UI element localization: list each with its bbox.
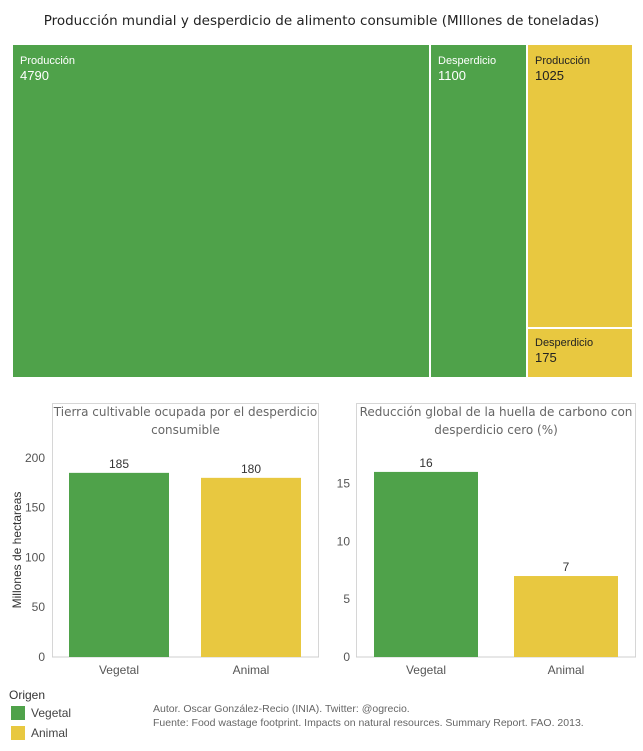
bar-value-label: 180: [241, 462, 261, 476]
tile-label: Desperdicio: [535, 337, 594, 349]
legend-item-animal: Animal: [11, 726, 68, 740]
x-tick-label: Vegetal: [406, 663, 446, 677]
bar-value-label: 16: [419, 456, 433, 470]
y-tick-label: 0: [38, 650, 45, 664]
legend-label: Vegetal: [31, 706, 72, 720]
tile-animal-desperdicio: Desperdicio 175: [528, 329, 632, 377]
legend-swatch-animal: [11, 726, 25, 740]
carbon-chart-title: Reducción global de la huella de carbono…: [359, 405, 633, 437]
tile-label: Producción: [20, 55, 76, 67]
land-chart-title: Tierra cultivable ocupada por el desperd…: [53, 405, 318, 437]
y-axis-label: Millones de hectareas: [10, 492, 24, 609]
bar-vegetal: [69, 472, 169, 657]
bar-value-label: 7: [563, 560, 570, 574]
tile-value: 1025: [535, 68, 564, 83]
tile-value: 4790: [20, 68, 49, 83]
tile-label: Desperdicio: [438, 55, 497, 67]
bar-value-label: 185: [109, 457, 129, 471]
y-tick-label: 0: [343, 650, 350, 664]
bar-vegetal: [374, 471, 478, 657]
x-tick-label: Animal: [233, 663, 270, 677]
main-title: Producción mundial y desperdicio de alim…: [43, 13, 600, 29]
y-tick-label: 5: [343, 592, 350, 606]
x-tick-label: Vegetal: [99, 663, 139, 677]
tile-value: 1100: [438, 68, 466, 83]
x-tick-label: Animal: [548, 663, 585, 677]
y-tick-label: 150: [25, 501, 45, 515]
y-tick-label: 15: [337, 476, 351, 490]
credits-author: Autor. Oscar González-Recio (INIA). Twit…: [153, 703, 410, 715]
bar-animal: [201, 477, 301, 657]
y-tick-label: 100: [25, 550, 45, 564]
tile-vegetal-produccion: Producción 4790: [13, 45, 429, 377]
legend-label: Animal: [31, 726, 68, 740]
carbon-panel-frame: [356, 403, 636, 657]
treemap: Producción 4790 Desperdicio 1100 Producc…: [13, 45, 632, 377]
tile-vegetal-desperdicio: Desperdicio 1100: [431, 45, 526, 377]
legend-item-vegetal: Vegetal: [11, 706, 71, 720]
credits: Autor. Oscar González-Recio (INIA). Twit…: [153, 702, 584, 730]
legend-title: Origen: [9, 688, 46, 702]
tile-label: Producción: [535, 55, 591, 67]
y-tick-label: 10: [337, 534, 351, 548]
credits-source: Fuente: Food wastage footprint. Impacts …: [153, 717, 584, 729]
bar-animal: [514, 576, 618, 657]
y-tick-label: 200: [25, 451, 45, 465]
legend-swatch-vegetal: [11, 706, 25, 720]
land-panel-frame: [52, 403, 319, 657]
tile-animal-produccion: Producción 1025: [528, 45, 632, 327]
y-tick-label: 50: [32, 600, 46, 614]
tile-value: 175: [535, 350, 557, 365]
